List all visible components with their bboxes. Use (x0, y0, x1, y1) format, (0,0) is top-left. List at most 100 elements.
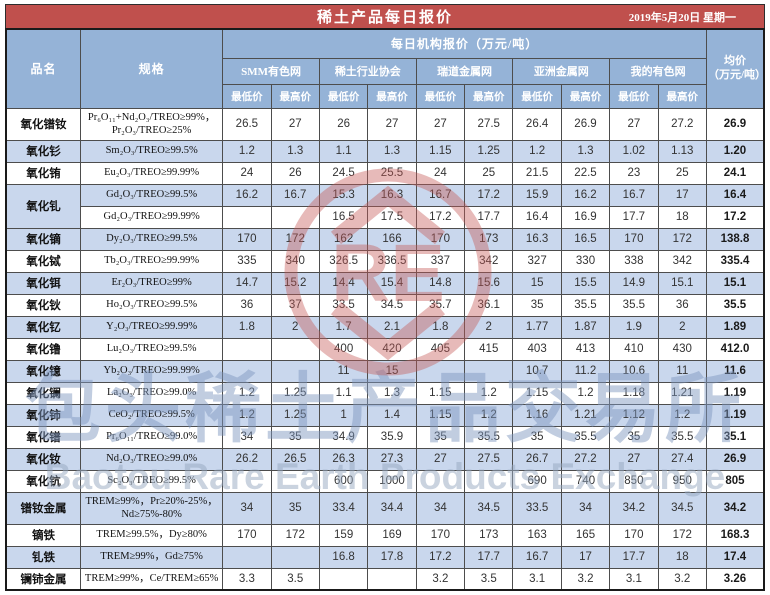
price-cell: 1.2 (222, 381, 272, 405)
product-name-cell: 氧化铒 (5, 271, 82, 295)
price-cell: 26 (270, 161, 320, 185)
table-row: 氧化镝 Dy₂O₃/TREO≥99.5% 170 172 162 166 170 173 16.… (5, 227, 765, 251)
average-price-cell: 15.1 (705, 271, 765, 295)
price-cell: 33.5 (318, 293, 369, 317)
header-high-price: 最高价 (560, 83, 611, 109)
price-cell: 17 (560, 545, 611, 569)
product-name-cell: 镨钕金属 (5, 491, 82, 525)
price-cell: 26.2 (222, 447, 272, 471)
price-cell: 170 (415, 227, 466, 251)
header-low-price: 最低价 (318, 83, 369, 109)
price-cell (270, 205, 320, 229)
price-cell: 15 (512, 271, 562, 295)
product-name-cell: 镝铁 (5, 523, 82, 547)
price-cell: 3.2 (415, 567, 466, 591)
price-cell: 15.1 (657, 271, 707, 295)
price-cell: 337 (415, 249, 466, 273)
price-cell: 172 (657, 523, 707, 547)
date-label: 2019年5月20日 星期一 (628, 11, 736, 24)
price-cell: 17.8 (367, 545, 417, 569)
price-cell: 1.16 (512, 403, 562, 427)
price-cell: 27 (367, 107, 417, 141)
price-cell: 16.7 (512, 545, 562, 569)
price-cell: 27 (415, 107, 466, 141)
price-cell: 16.8 (318, 545, 369, 569)
price-cell: 34 (222, 491, 272, 525)
product-name-cell: 氧化铈 (5, 403, 82, 427)
header-low-price: 最低价 (512, 83, 562, 109)
header-agency-ruidao: 瑞道金属网 (415, 57, 514, 85)
average-price-cell: 168.3 (705, 523, 765, 547)
product-name-cell: 镧铈金属 (5, 567, 82, 591)
price-cell: 950 (657, 469, 707, 493)
price-cell: 34.5 (657, 491, 707, 525)
price-cell: 35 (270, 425, 320, 449)
table-row: 氧化铕 Eu₂O₃/TREO≥99.99% 24 26 24.5 25.5 24 25 21.5… (5, 161, 765, 185)
price-cell: 1.2 (464, 403, 514, 427)
price-cell: 35 (609, 425, 659, 449)
table-row: 氧化钕 Nd₂O₃/TREO≥99.0% 26.2 26.5 26.3 27.3 27 27.… (5, 447, 765, 471)
price-cell: 1.25 (270, 381, 320, 405)
price-cell: 18 (657, 205, 707, 229)
price-cell: 17.7 (464, 545, 514, 569)
spec-cell: Sm₂O₃/TREO≥99.5% (80, 139, 224, 163)
table-row: 氧化钇 Y₂O₃/TREO≥99.99% 1.8 2 1.7 2.1 1.8 2 1.77 1.8… (5, 315, 765, 339)
price-cell: 16.7 (415, 183, 466, 207)
price-cell: 27.5 (464, 107, 514, 141)
price-cell: 16.3 (367, 183, 417, 207)
price-cell: 163 (512, 523, 562, 547)
price-cell: 26.5 (270, 447, 320, 471)
price-cell (222, 545, 272, 569)
price-cell (270, 469, 320, 493)
price-cell (270, 337, 320, 361)
price-cell: 1.1 (318, 381, 369, 405)
average-price-cell: 35.5 (705, 293, 765, 317)
price-cell: 170 (222, 523, 272, 547)
price-cell: 35.5 (609, 293, 659, 317)
price-cell: 17.2 (464, 183, 514, 207)
table-body: 氧化镨钕 Pr₆O₁₁+Nd₂O₃/TREO≥99%， Pr₂O₃/TREO≥25… (5, 107, 765, 591)
spec-cell: Er₂O₃/TREO≥99% (80, 271, 224, 295)
header-agency-mymetal: 我的有色网 (609, 57, 707, 85)
price-cell: 16.2 (222, 183, 272, 207)
price-cell (270, 359, 320, 383)
spec-cell: Lu₂O₃/TREO≥99.5% (80, 337, 224, 361)
price-cell (318, 567, 369, 591)
price-cell: 342 (657, 249, 707, 273)
spec-cell: Gd₂O₃/TREO≥99.99% (80, 205, 224, 229)
price-cell (222, 469, 272, 493)
average-price-cell: 26.9 (705, 107, 765, 141)
table-row: 钆铁 TREM≥99%，Gd≥75% 16.8 17.8 17.2 17.7 16.7 17 1… (5, 545, 765, 569)
price-cell: 25 (657, 161, 707, 185)
price-cell: 26.4 (512, 107, 562, 141)
price-cell: 170 (609, 523, 659, 547)
price-cell: 335 (222, 249, 272, 273)
price-cell: 35 (512, 425, 562, 449)
price-cell: 420 (367, 337, 417, 361)
price-cell: 1.21 (560, 403, 611, 427)
price-cell: 165 (560, 523, 611, 547)
table-row: 氧化镥 Lu₂O₃/TREO≥99.5% 400 420 405 415 403 413 410… (5, 337, 765, 361)
product-name-cell: 氧化铕 (5, 161, 82, 185)
average-price-cell: 3.26 (705, 567, 765, 591)
title-bar: 稀土产品每日报价 2019年5月20日 星期一 (5, 4, 765, 28)
price-cell: 35.7 (415, 293, 466, 317)
price-cell: 24 (415, 161, 466, 185)
price-cell (415, 359, 466, 383)
price-cell: 338 (609, 249, 659, 273)
price-cell: 33.5 (512, 491, 562, 525)
price-cell: 24.5 (318, 161, 369, 185)
product-name-cell: 氧化铽 (5, 249, 82, 273)
table-row: 氧化铽 Tb₂O₃/TREO≥99.99% 335 340 326.5 336.5 337 3… (5, 249, 765, 273)
price-cell: 36 (222, 293, 272, 317)
price-cell: 26 (318, 107, 369, 141)
price-cell: 27.3 (367, 447, 417, 471)
price-cell: 27 (609, 447, 659, 471)
price-cell: 410 (609, 337, 659, 361)
average-price-cell: 35.1 (705, 425, 765, 449)
price-cell (415, 469, 466, 493)
price-cell: 34.9 (318, 425, 369, 449)
price-cell: 2 (270, 315, 320, 339)
price-cell: 15.5 (560, 271, 611, 295)
price-cell: 1.77 (512, 315, 562, 339)
